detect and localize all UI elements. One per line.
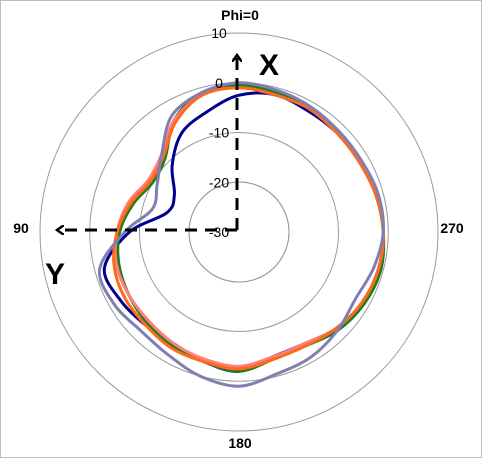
series-line-3 [112, 86, 385, 371]
xy-axes [58, 56, 237, 230]
grid-ring-1 [89, 82, 389, 382]
radial-tick-label-2: -10 [209, 125, 229, 141]
grid-ring-2 [139, 132, 339, 332]
angle-label-bottom: 180 [228, 435, 252, 451]
grid-ring-0 [39, 32, 439, 432]
angle-label-right: 270 [440, 220, 464, 236]
angle-label-top: Phi=0 [221, 7, 259, 23]
grid-ring-4 [188, 181, 290, 283]
radial-tick-label-4: -30 [209, 224, 229, 240]
grid-ring-3 [188, 181, 290, 283]
radial-tick-label-3: -20 [209, 174, 229, 190]
y-axis-label: Y [45, 258, 65, 291]
angle-label-left: 90 [13, 220, 29, 236]
radial-tick-labels: 10 0 -10 -20 -30 [209, 25, 229, 240]
x-axis-label: X [259, 49, 279, 82]
radial-tick-label-1: 0 [215, 75, 223, 91]
series-line-4 [97, 81, 385, 388]
series-layer [97, 81, 386, 388]
radial-tick-label-0: 10 [211, 25, 227, 41]
